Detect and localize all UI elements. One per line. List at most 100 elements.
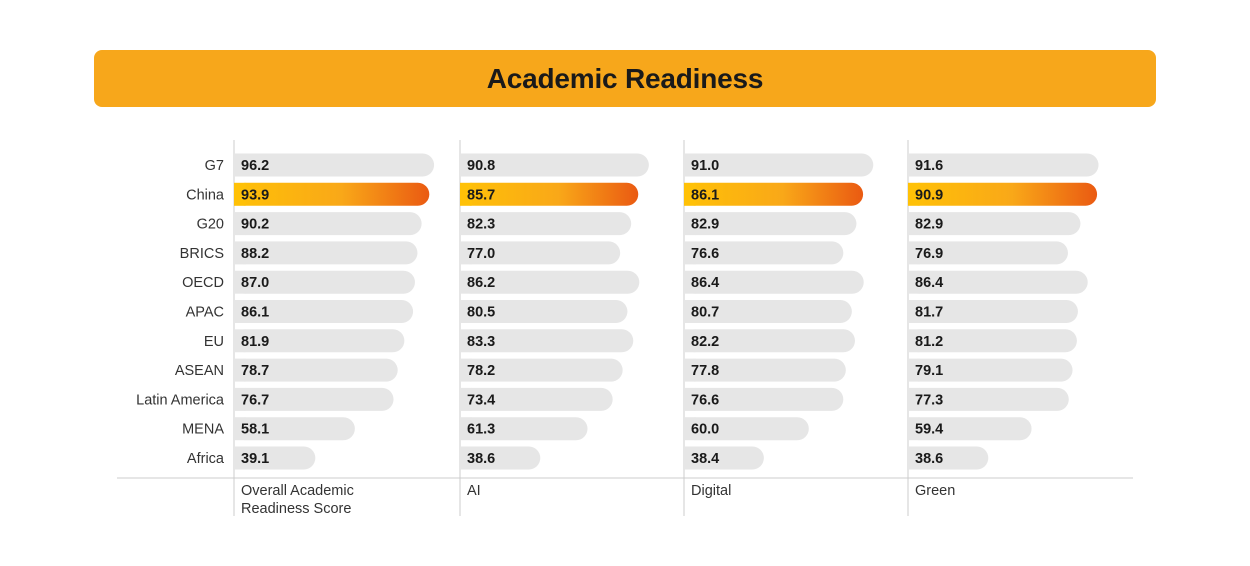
data-label: 82.2	[691, 334, 719, 350]
bar-left-edge	[684, 446, 696, 470]
bar	[234, 212, 422, 236]
data-label: 78.7	[241, 363, 269, 379]
bar-left-edge	[460, 446, 472, 470]
data-label: 81.2	[915, 334, 943, 350]
bar	[908, 212, 1081, 236]
bar-left-edge	[908, 300, 920, 323]
bar	[460, 153, 649, 177]
bar	[460, 329, 634, 353]
bar-left-edge	[684, 153, 696, 177]
bar	[460, 417, 588, 441]
bar-left-edge	[908, 212, 920, 236]
category-label: OECD	[182, 275, 224, 291]
data-label: 78.2	[467, 363, 495, 379]
data-label: 77.3	[915, 392, 943, 408]
bar	[684, 417, 809, 441]
bar-left-edge	[908, 417, 920, 441]
bar	[908, 241, 1068, 265]
data-label: 81.9	[241, 334, 269, 350]
bar-left-edge	[234, 387, 246, 411]
bar	[460, 300, 628, 323]
bar-left-edge	[234, 153, 246, 177]
bar-left-edge	[908, 358, 920, 382]
bar-left-edge	[234, 212, 246, 236]
data-label: 38.6	[467, 451, 495, 467]
bar-left-edge	[908, 446, 920, 470]
bar	[234, 387, 394, 411]
bar	[684, 358, 846, 382]
bar-left-edge	[234, 270, 246, 294]
data-label: 88.2	[241, 246, 269, 262]
bar-left-edge	[234, 446, 246, 470]
bar	[234, 417, 355, 441]
data-label: 58.1	[241, 422, 269, 438]
bar-left-edge	[460, 270, 472, 294]
bar	[234, 153, 435, 177]
bar	[234, 446, 316, 470]
data-label: 60.0	[691, 422, 719, 438]
bar	[684, 300, 852, 323]
bar-left-edge	[684, 212, 696, 236]
bar-left-edge	[684, 241, 696, 265]
category-label: BRICS	[180, 246, 224, 262]
category-label: MENA	[182, 422, 224, 438]
data-label: 82.9	[691, 217, 719, 233]
data-label: 59.4	[915, 422, 943, 438]
bar-highlight	[684, 182, 864, 206]
bar	[684, 329, 855, 353]
data-label: 91.6	[915, 158, 943, 174]
data-label: 86.4	[691, 275, 719, 291]
bar-left-edge	[684, 358, 696, 382]
category-label: EU	[204, 334, 224, 350]
bar-left-edge	[460, 182, 472, 206]
data-label: 38.6	[915, 451, 943, 467]
data-label: 82.3	[467, 217, 495, 233]
data-label: 38.4	[691, 451, 719, 467]
bar-highlight	[908, 182, 1098, 206]
data-label: 73.4	[467, 392, 495, 408]
data-label: 87.0	[241, 275, 269, 291]
data-label: 86.4	[915, 275, 943, 291]
bar-left-edge	[460, 153, 472, 177]
bar-left-edge	[684, 182, 696, 206]
bar	[684, 270, 864, 294]
bar	[460, 270, 640, 294]
bar	[460, 358, 623, 382]
bar-left-edge	[460, 212, 472, 236]
bar-left-edge	[460, 241, 472, 265]
category-label: China	[186, 187, 225, 203]
bar	[460, 387, 613, 411]
category-label: G7	[205, 158, 224, 174]
bar	[234, 358, 398, 382]
bar-left-edge	[234, 241, 246, 265]
data-label: 39.1	[241, 451, 269, 467]
series-label: Green	[915, 483, 955, 499]
series-label: AI	[467, 483, 481, 499]
data-label: 76.9	[915, 246, 943, 262]
bar	[908, 270, 1088, 294]
data-label: 76.6	[691, 392, 719, 408]
data-label: 77.0	[467, 246, 495, 262]
bar-left-edge	[684, 329, 696, 353]
title-banner: Academic Readiness	[94, 50, 1156, 107]
bar-left-edge	[234, 329, 246, 353]
bar-left-edge	[908, 329, 920, 353]
bar-highlight	[234, 182, 430, 206]
bar-left-edge	[908, 241, 920, 265]
data-label: 86.1	[691, 187, 719, 203]
bar	[684, 241, 844, 265]
bar	[460, 241, 621, 265]
bar-left-edge	[460, 300, 472, 323]
data-label: 90.8	[467, 158, 495, 174]
category-label: G20	[197, 217, 224, 233]
data-label: 91.0	[691, 158, 719, 174]
bar	[908, 329, 1077, 353]
category-label: Africa	[187, 451, 225, 467]
bar-left-edge	[460, 358, 472, 382]
category-label: APAC	[186, 305, 224, 321]
bar-left-edge	[460, 387, 472, 411]
bar-left-edge	[908, 270, 920, 294]
bar	[908, 300, 1078, 323]
bar-left-edge	[684, 300, 696, 323]
